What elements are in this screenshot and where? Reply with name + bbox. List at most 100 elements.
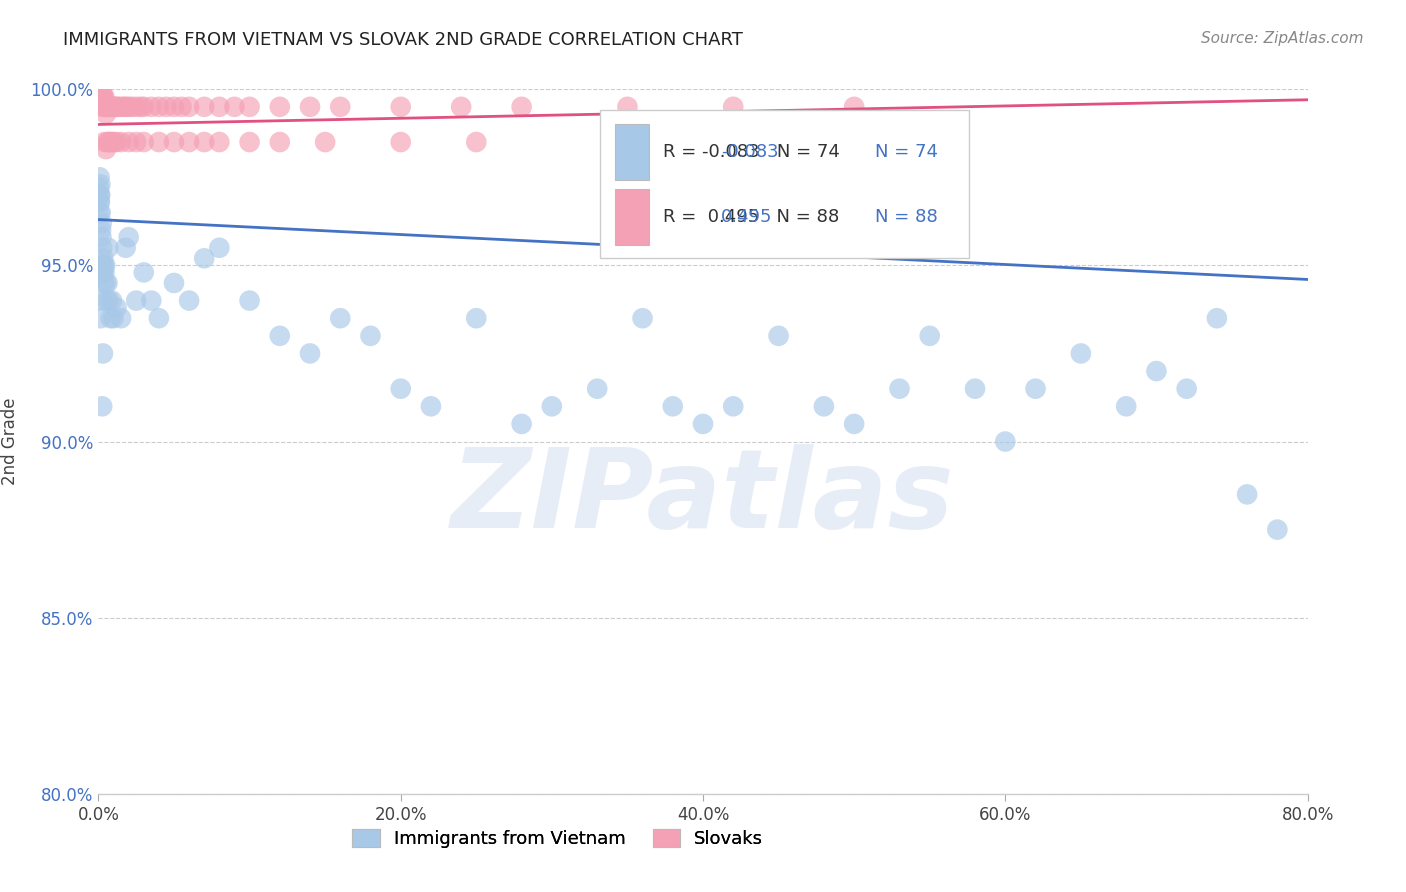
Point xyxy=(91,259,114,273)
Point xyxy=(110,311,132,326)
Text: R =  0.495   N = 88: R = 0.495 N = 88 xyxy=(664,208,839,226)
Point xyxy=(450,100,472,114)
Text: 0.495: 0.495 xyxy=(721,208,773,226)
Point xyxy=(89,89,111,103)
Point xyxy=(91,89,114,103)
Point xyxy=(889,382,911,396)
Point xyxy=(89,89,111,103)
Point xyxy=(179,100,201,114)
Text: ZIPatlas: ZIPatlas xyxy=(451,444,955,551)
Point xyxy=(100,100,122,114)
Point xyxy=(465,311,488,326)
Point xyxy=(723,400,745,414)
Point xyxy=(586,382,609,396)
Point xyxy=(239,135,262,149)
Point xyxy=(540,400,562,414)
Point xyxy=(768,135,790,149)
FancyBboxPatch shape xyxy=(600,111,969,259)
Point xyxy=(616,100,638,114)
Point xyxy=(89,188,111,202)
Point xyxy=(132,265,155,279)
Point xyxy=(89,89,111,103)
Point xyxy=(105,135,128,149)
Point xyxy=(91,241,114,255)
Point xyxy=(91,252,114,266)
Point xyxy=(98,100,121,114)
Point xyxy=(91,265,114,279)
Point xyxy=(103,100,125,114)
Point xyxy=(239,293,262,308)
Point xyxy=(103,135,125,149)
Point xyxy=(918,135,941,149)
Point xyxy=(193,252,215,266)
Point xyxy=(994,434,1017,449)
Point xyxy=(90,205,112,219)
Text: N = 88: N = 88 xyxy=(875,208,938,226)
Point xyxy=(93,276,115,290)
Point xyxy=(125,293,148,308)
Point xyxy=(163,276,186,290)
Point xyxy=(329,100,352,114)
Point xyxy=(118,230,141,244)
Point xyxy=(90,89,112,103)
Point xyxy=(90,89,112,103)
Point xyxy=(96,276,118,290)
Text: Source: ZipAtlas.com: Source: ZipAtlas.com xyxy=(1201,31,1364,46)
Point xyxy=(121,100,143,114)
Point xyxy=(89,89,111,103)
Point xyxy=(98,100,121,114)
Point xyxy=(89,188,111,202)
Point xyxy=(87,89,110,103)
Point xyxy=(91,346,114,360)
Point xyxy=(420,400,443,414)
Point xyxy=(193,100,215,114)
Point xyxy=(90,89,112,103)
Point xyxy=(224,100,246,114)
Bar xyxy=(614,124,648,180)
Point xyxy=(314,135,336,149)
Point xyxy=(723,100,745,114)
Point xyxy=(91,400,114,414)
Point xyxy=(1146,364,1168,378)
Point xyxy=(94,142,117,156)
Point xyxy=(148,311,170,326)
Point xyxy=(100,311,122,326)
Text: -0.083: -0.083 xyxy=(721,143,779,161)
Point xyxy=(98,293,121,308)
Point xyxy=(93,100,115,114)
Point xyxy=(110,100,132,114)
Point xyxy=(125,100,148,114)
Point xyxy=(269,329,291,343)
Point xyxy=(208,100,231,114)
Point xyxy=(329,311,352,326)
Point xyxy=(114,241,136,255)
Point xyxy=(1070,346,1092,360)
Point xyxy=(616,135,638,149)
Point xyxy=(692,417,714,431)
Point xyxy=(90,216,112,230)
Point xyxy=(90,311,112,326)
Point xyxy=(90,89,112,103)
Point xyxy=(141,100,163,114)
Point xyxy=(101,100,124,114)
Point xyxy=(148,135,170,149)
Point xyxy=(768,329,790,343)
Point xyxy=(465,135,488,149)
Point xyxy=(100,135,122,149)
Point xyxy=(89,178,111,192)
Point xyxy=(93,265,115,279)
Point xyxy=(299,346,322,360)
Point xyxy=(89,89,111,103)
Point xyxy=(91,89,114,103)
Point xyxy=(89,89,111,103)
Point xyxy=(179,293,201,308)
Point xyxy=(141,293,163,308)
Point xyxy=(112,100,135,114)
Point xyxy=(93,89,115,103)
Point xyxy=(813,400,835,414)
Point xyxy=(100,100,122,114)
Point xyxy=(97,100,120,114)
Point xyxy=(89,205,111,219)
Point xyxy=(96,135,118,149)
Point xyxy=(208,241,231,255)
